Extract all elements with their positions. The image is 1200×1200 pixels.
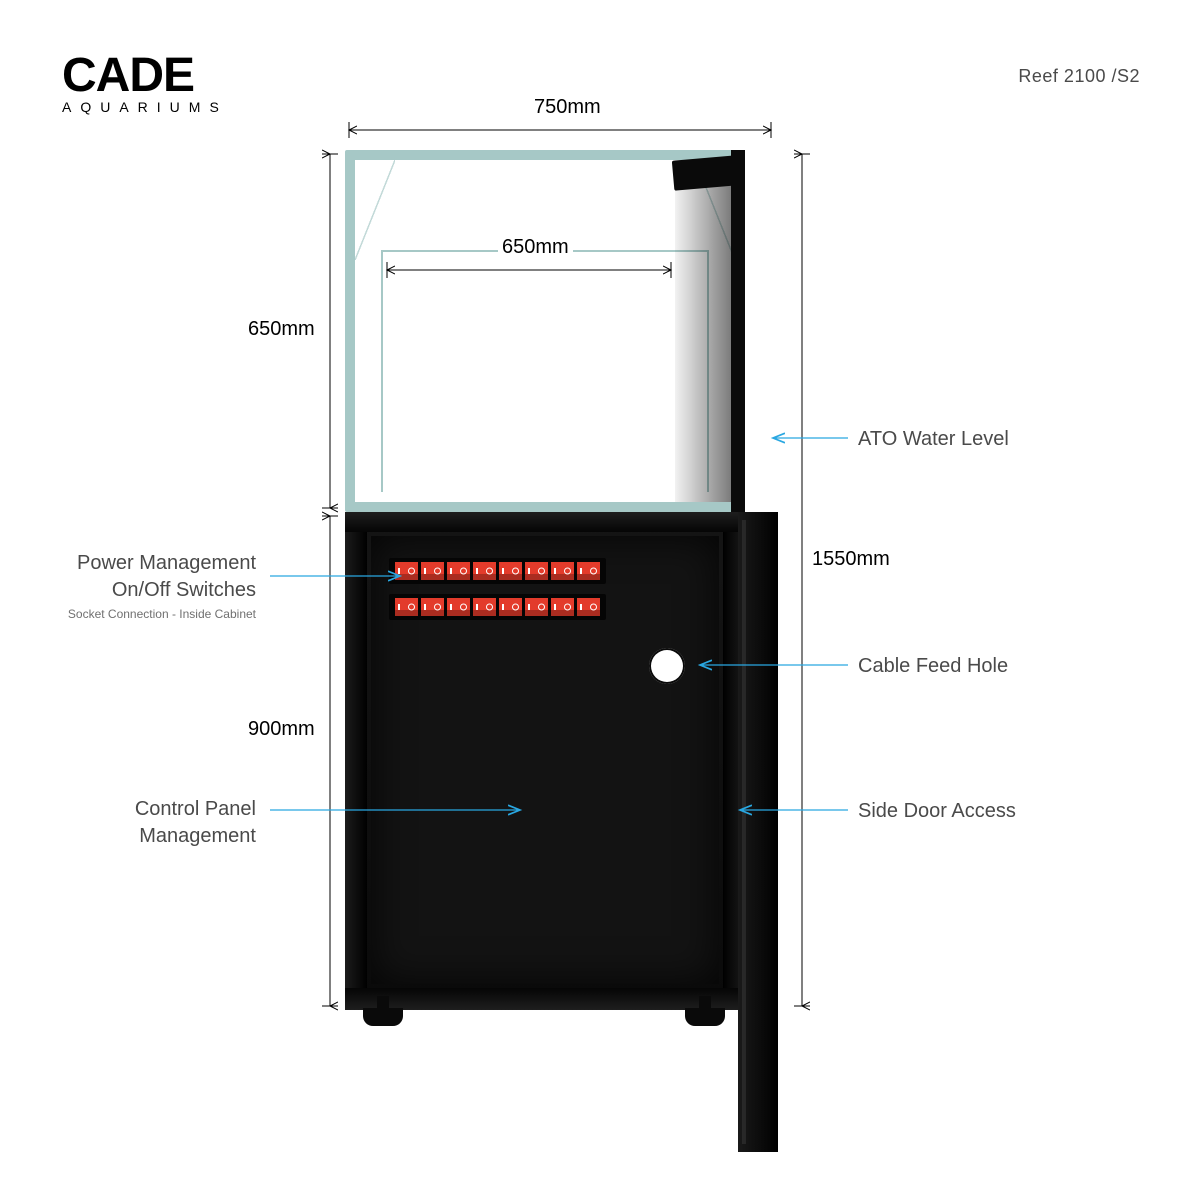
callout-cable-text: Cable Feed Hole: [858, 655, 1008, 677]
callout-ctrl-l1: Control Panel: [135, 798, 256, 820]
callout-power-l2: On/Off Switches: [112, 579, 256, 601]
callout-power: Power Management On/Off Switches Socket …: [68, 550, 256, 622]
callout-ctrl-l2: Management: [139, 825, 256, 847]
callout-cable: Cable Feed Hole: [858, 653, 1008, 680]
callout-power-l1: Power Management: [77, 552, 256, 574]
callout-ctrl: Control Panel Management: [135, 796, 256, 850]
callout-ato: ATO Water Level: [858, 426, 1009, 453]
callout-ato-text: ATO Water Level: [858, 428, 1009, 450]
callout-power-sub: Socket Connection - Inside Cabinet: [68, 606, 256, 622]
callout-door: Side Door Access: [858, 798, 1016, 825]
callout-door-text: Side Door Access: [858, 800, 1016, 822]
